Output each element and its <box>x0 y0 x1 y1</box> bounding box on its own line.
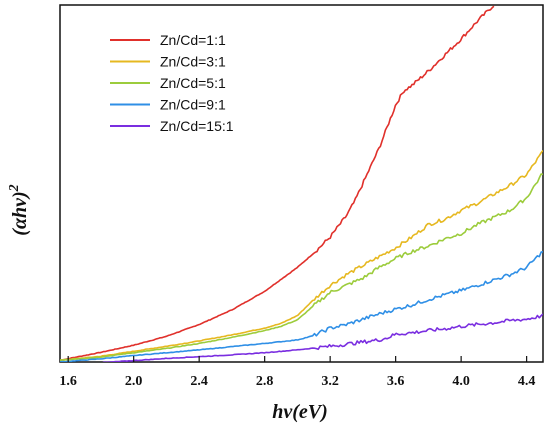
legend-entry: Zn/Cd=5:1 <box>160 75 226 91</box>
legend-entry: Zn/Cd=9:1 <box>160 97 226 113</box>
x-axis-ticks: 1.6 2.0 2.4 2.8 3.2 3.6 4.0 4.4 <box>59 356 535 389</box>
x-tick-label: 1.6 <box>59 374 77 389</box>
x-axis-title: hv(eV) <box>272 401 328 423</box>
legend-entry: Zn/Cd=15:1 <box>160 118 234 134</box>
y-axis-title: (αhv)2 <box>7 184 31 235</box>
y-axis-title-exponent: 2 <box>7 184 22 192</box>
x-tick-label: 3.6 <box>387 374 405 389</box>
legend-entry: Zn/Cd=1:1 <box>160 32 226 48</box>
legend: Zn/Cd=1:1 Zn/Cd=3:1 Zn/Cd=5:1 Zn/Cd=9:1 Zn/C… <box>110 32 234 134</box>
series-layer <box>60 5 543 362</box>
series-line-1 <box>60 5 495 361</box>
series-line-2 <box>60 149 543 361</box>
legend-entry: Zn/Cd=3:1 <box>160 54 226 70</box>
series-line-5 <box>101 313 543 362</box>
plot-border <box>59 4 544 363</box>
series-line-4 <box>60 250 543 362</box>
x-tick-label: 3.2 <box>321 374 339 389</box>
x-tick-label: 2.8 <box>256 374 274 389</box>
x-tick-label: 2.4 <box>190 374 208 389</box>
x-tick-label: 4.4 <box>518 374 536 389</box>
y-axis-title-base: (αhv) <box>9 191 31 235</box>
plot-frame <box>59 4 544 363</box>
x-tick-label: 4.0 <box>452 374 470 389</box>
series-line-3 <box>60 173 543 362</box>
x-tick-label: 2.0 <box>125 374 143 389</box>
